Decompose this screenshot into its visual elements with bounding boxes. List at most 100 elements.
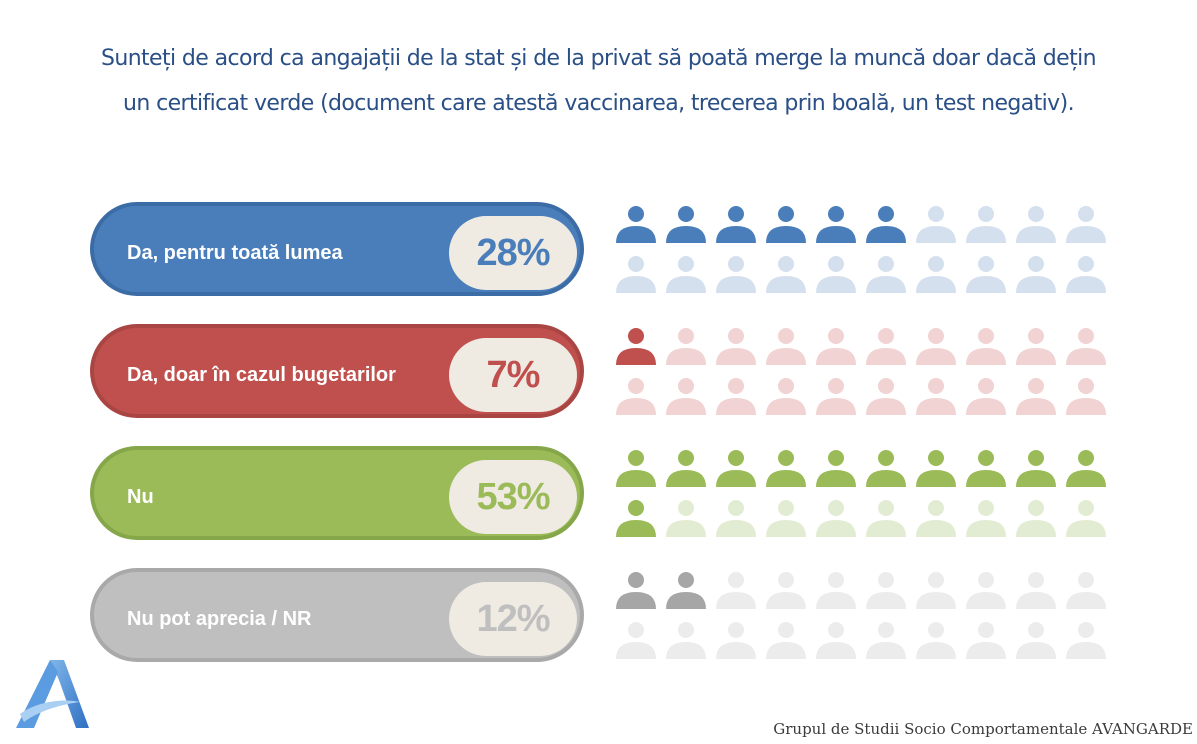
person-icon-filled (616, 572, 656, 609)
category-label: Nu pot aprecia / NR (127, 608, 312, 630)
person-icon-faded (916, 572, 956, 609)
person-icon-faded (916, 328, 956, 365)
person-icon-faded (1016, 500, 1056, 537)
person-icon-faded (816, 328, 856, 365)
person-icon-filled (716, 206, 756, 243)
person-icon-faded (866, 622, 906, 659)
chart-title: Sunteți de acord ca angajații de la stat… (0, 36, 1197, 126)
person-icon-faded (866, 572, 906, 609)
percent-value: 7% (449, 338, 577, 412)
person-icon-grid (615, 202, 1110, 296)
person-icon-filled (966, 450, 1006, 487)
person-icons-svg (616, 450, 1106, 537)
category-label: Nu (127, 486, 154, 508)
person-icon-faded (616, 622, 656, 659)
person-icon-faded (666, 378, 706, 415)
person-icon-grid (615, 446, 1110, 540)
person-icon-faded (916, 500, 956, 537)
person-icon-filled (866, 450, 906, 487)
person-icon-faded (966, 256, 1006, 293)
person-icon-faded (866, 378, 906, 415)
person-icon-faded (866, 500, 906, 537)
person-icon-faded (966, 622, 1006, 659)
person-icon-faded (966, 206, 1006, 243)
person-icon-faded (716, 256, 756, 293)
person-icons-svg (616, 206, 1106, 293)
person-icon-filled (666, 450, 706, 487)
person-icon-filled (766, 450, 806, 487)
person-icon-faded (1066, 378, 1106, 415)
avangarde-logo-icon (16, 660, 89, 728)
person-icon-faded (766, 256, 806, 293)
person-icon-filled (816, 206, 856, 243)
person-icon-faded (816, 572, 856, 609)
person-icon-filled (666, 206, 706, 243)
person-icons-svg (616, 572, 1106, 659)
person-icon-faded (916, 206, 956, 243)
person-icons-svg (616, 328, 1106, 415)
answer-row-4: Nu pot aprecia / NR 12% (90, 568, 1110, 662)
person-icon-faded (816, 500, 856, 537)
person-icon-faded (716, 572, 756, 609)
person-icon-faded (966, 328, 1006, 365)
person-icon-filled (616, 500, 656, 537)
person-icon-faded (966, 572, 1006, 609)
person-icon-faded (766, 500, 806, 537)
person-icon-faded (816, 256, 856, 293)
person-icon-filled (816, 450, 856, 487)
person-icon-filled (716, 450, 756, 487)
percent-value: 28% (449, 216, 577, 290)
person-icon-faded (766, 622, 806, 659)
answer-row-3: Nu 53% (90, 446, 1110, 540)
person-icon-filled (1016, 450, 1056, 487)
percent-value: 12% (449, 582, 577, 656)
category-label: Da, pentru toată lumea (127, 242, 343, 264)
person-icon-faded (666, 256, 706, 293)
person-icon-faded (1066, 622, 1106, 659)
category-pill: Nu pot aprecia / NR 12% (90, 568, 584, 662)
chart-title-line-1: Sunteți de acord ca angajații de la stat… (100, 46, 1097, 71)
person-icon-faded (816, 378, 856, 415)
category-pill: Nu 53% (90, 446, 584, 540)
person-icon-faded (716, 622, 756, 659)
person-icon-faded (1066, 328, 1106, 365)
person-icon-faded (666, 328, 706, 365)
person-icon-faded (766, 572, 806, 609)
person-icon-grid (615, 568, 1110, 662)
category-pill: Da, pentru toată lumea 28% (90, 202, 584, 296)
answer-row-2: Da, doar în cazul bugetarilor 7% (90, 324, 1110, 418)
person-icon-faded (1016, 328, 1056, 365)
person-icon-faded (916, 622, 956, 659)
person-icon-grid (615, 324, 1110, 418)
person-icon-faded (716, 378, 756, 415)
person-icon-faded (716, 328, 756, 365)
person-icon-faded (866, 256, 906, 293)
percent-value: 53% (449, 460, 577, 534)
person-icon-filled (616, 328, 656, 365)
person-icon-faded (916, 378, 956, 415)
person-icon-faded (766, 328, 806, 365)
person-icon-filled (616, 206, 656, 243)
person-icon-faded (616, 256, 656, 293)
person-icon-filled (916, 450, 956, 487)
person-icon-faded (1066, 500, 1106, 537)
person-icon-filled (866, 206, 906, 243)
person-icon-faded (1016, 256, 1056, 293)
person-icon-faded (1066, 572, 1106, 609)
person-icon-faded (866, 328, 906, 365)
category-pill: Da, doar în cazul bugetarilor 7% (90, 324, 584, 418)
person-icon-faded (666, 622, 706, 659)
person-icon-faded (916, 256, 956, 293)
source-credit: Grupul de Studii Socio Comportamentale A… (773, 720, 1193, 738)
person-icon-faded (1016, 622, 1056, 659)
answer-row-1: Da, pentru toată lumea 28% (90, 202, 1110, 296)
person-icon-faded (966, 378, 1006, 415)
person-icon-faded (766, 378, 806, 415)
person-icon-faded (816, 622, 856, 659)
person-icon-faded (1066, 206, 1106, 243)
person-icon-faded (1016, 206, 1056, 243)
person-icon-filled (766, 206, 806, 243)
person-icon-faded (716, 500, 756, 537)
person-icon-faded (1016, 572, 1056, 609)
person-icon-faded (666, 500, 706, 537)
